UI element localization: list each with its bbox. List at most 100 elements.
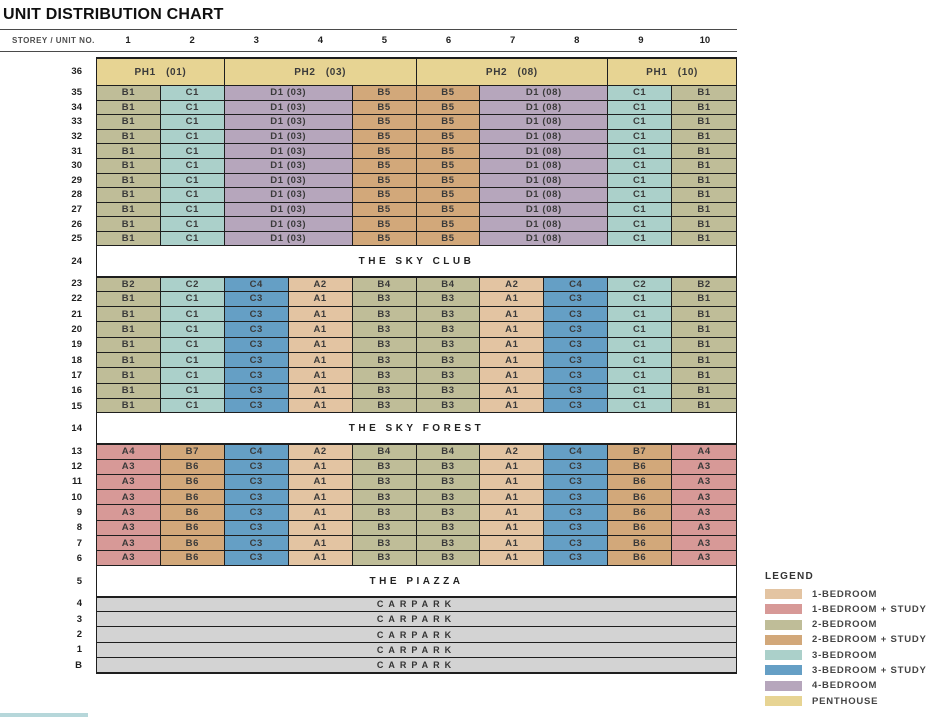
unit-cell: C3: [544, 490, 609, 505]
legend-label: 3-BEDROOM: [812, 649, 878, 661]
unit-cells: B1 C1 C3 A1 B3 B3 A1 C3 C1 B1: [96, 367, 737, 384]
unit-cell: A3: [97, 490, 161, 505]
unit-cell: A3: [97, 520, 161, 535]
storey-label: 5: [76, 575, 82, 587]
unit-cell: B3: [352, 353, 417, 368]
unit-cell: C3: [544, 551, 609, 565]
unit-cell: B1: [672, 337, 736, 353]
unit-cell: A1: [288, 337, 353, 353]
carpark-label: CARPARK: [376, 599, 457, 610]
unit-cell: B4: [416, 277, 481, 291]
unit-cell: C1: [608, 100, 673, 115]
unit-cell: B1: [97, 144, 161, 158]
unit-number-header: 8: [574, 35, 580, 46]
legend-item: PENTHOUSE: [765, 695, 940, 707]
unit-cell: C2: [160, 277, 225, 291]
unit-cells: B1 C1 D1 (03) B5 B5 D1 (08) C1 B1: [96, 128, 737, 145]
unit-cell: B5: [416, 231, 481, 245]
unit-cell: B1: [672, 202, 736, 217]
unit-cell: B5: [416, 202, 481, 217]
storey-label: 9: [76, 507, 82, 519]
unit-cell: C3: [544, 291, 609, 307]
unit-cell: C3: [224, 368, 289, 383]
unit-cell: D1 (08): [480, 86, 609, 100]
storey-label: 25: [71, 233, 82, 245]
storey-row: 35 B1 C1 D1 (03) B5 B5 D1 (08) C1 B1: [0, 85, 737, 101]
unit-cell: C1: [608, 188, 673, 202]
storey-row: 19 B1 C1 C3 A1 B3 B3 A1 C3 C1 B1: [0, 336, 737, 354]
unit-cells: PH1 (01) PH2 (03) PH2 (08) PH1 (10): [96, 57, 737, 86]
storey-label: 13: [71, 445, 82, 457]
legend-item: 2-BEDROOM + STUDY: [765, 634, 940, 645]
unit-cell: C3: [544, 368, 609, 383]
carpark-label: CARPARK: [376, 629, 457, 640]
unit-cell: B1: [97, 173, 161, 188]
storey-row: 34 B1 C1 D1 (03) B5 B5 D1 (08) C1 B1: [0, 99, 737, 116]
unit-cell: A2: [480, 445, 545, 459]
unit-cell: C4: [544, 445, 609, 459]
legend-swatch: [765, 589, 802, 599]
unit-cell: A3: [97, 505, 161, 520]
unit-cell: B3: [352, 505, 417, 520]
unit-cell: C1: [160, 368, 225, 383]
unit-cells: A3 B6 C3 A1 B3 B3 A1 C3 B6 A3: [96, 473, 737, 491]
unit-cell: PH1 (01): [97, 59, 225, 85]
unit-cell: C3: [224, 353, 289, 368]
unit-cell: A1: [480, 520, 545, 535]
unit-cell: A3: [672, 474, 736, 490]
legend-item: 1-BEDROOM + STUDY: [765, 604, 940, 615]
unit-cell: C2: [608, 277, 673, 291]
unit-cell: B1: [672, 115, 736, 129]
unit-cell: PH1 (10): [608, 59, 736, 85]
storey-label: 15: [71, 400, 82, 412]
unit-cell: B5: [352, 100, 417, 115]
storey-label: 6: [76, 552, 82, 564]
unit-cell: A3: [97, 551, 161, 565]
unit-cell: A4: [97, 445, 161, 459]
legend-label: 3-BEDROOM + STUDY: [812, 664, 927, 676]
unit-number-header: 10: [699, 35, 711, 46]
unit-cell: B6: [160, 520, 225, 535]
unit-cell: A1: [480, 322, 545, 337]
page-title: UNIT DISTRIBUTION CHART: [3, 6, 224, 23]
unit-cell: B3: [416, 383, 481, 398]
unit-cell: C1: [608, 86, 673, 100]
unit-cell: D1 (03): [224, 100, 353, 115]
storey-label: 18: [71, 354, 82, 366]
unit-cell: C3: [544, 505, 609, 520]
unit-number-header: 5: [381, 35, 388, 46]
unit-cell: B1: [672, 353, 736, 368]
unit-cell: A4: [672, 445, 736, 459]
unit-cell: B1: [97, 231, 161, 245]
legend-label: PENTHOUSE: [812, 695, 879, 707]
unit-cell: A1: [480, 383, 545, 398]
unit-cell: B1: [672, 86, 736, 100]
unit-cell: B5: [352, 173, 417, 188]
unit-cell: C3: [544, 337, 609, 353]
legend-item: 2-BEDROOM: [765, 619, 940, 630]
unit-cells: A3 B6 C3 A1 B3 B3 A1 C3 B6 A3: [96, 504, 737, 521]
unit-cell: C1: [160, 307, 225, 322]
unit-cell: B3: [416, 505, 481, 520]
page-edge-strip: [0, 713, 88, 717]
unit-cell: B5: [352, 202, 417, 217]
unit-cell: C1: [160, 115, 225, 129]
unit-cell: A1: [288, 368, 353, 383]
storey-row: 10 A3 B6 C3 A1 B3 B3 A1 C3 B6 A3: [0, 489, 737, 506]
unit-cell: A1: [288, 291, 353, 307]
unit-cells: B1 C1 C3 A1 B3 B3 A1 C3 C1 B1: [96, 397, 737, 415]
unit-cell: D1 (08): [480, 231, 609, 245]
legend-swatch: [765, 665, 802, 676]
unit-cell: B1: [97, 115, 161, 129]
unit-cell: D1 (03): [224, 158, 353, 173]
unit-cell: B1: [672, 322, 736, 337]
legend-swatch: [765, 696, 802, 707]
unit-cell: C1: [160, 202, 225, 217]
unit-cell: A1: [288, 307, 353, 322]
unit-cell: B2: [97, 277, 161, 291]
storey-label: 27: [71, 204, 82, 216]
storey-label: 19: [71, 339, 82, 351]
unit-cell: C3: [224, 551, 289, 565]
unit-cell: C1: [608, 217, 673, 231]
unit-cell: C3: [544, 383, 609, 398]
